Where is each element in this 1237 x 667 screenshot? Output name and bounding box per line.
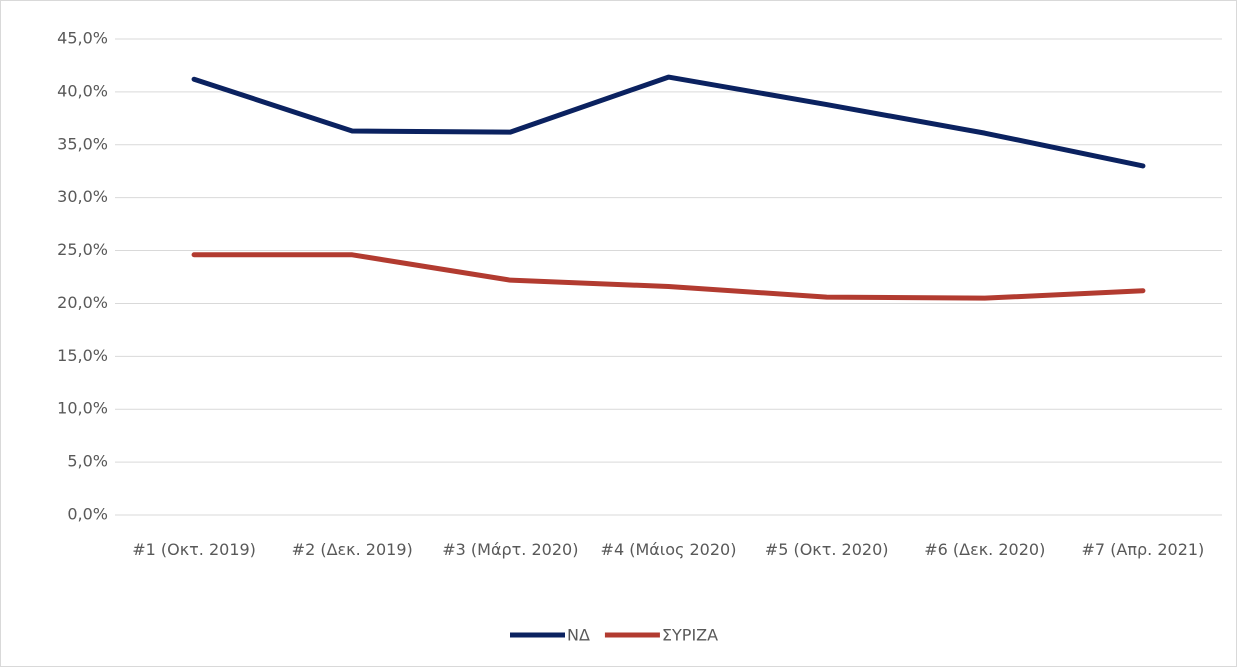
y-tick-label: 10,0% xyxy=(57,399,108,418)
x-tick-label-box: #1 (Οκτ. 2019) xyxy=(132,540,256,559)
y-tick-label: 40,0% xyxy=(57,81,108,100)
y-tick-label: 0,0% xyxy=(67,505,108,524)
x-tick-label-box: #6 (Δεκ. 2020) xyxy=(924,540,1046,559)
legend-label: ΝΔ xyxy=(567,626,590,645)
x-tick-label: #1 (Οκτ. 2019) xyxy=(132,540,256,559)
line xyxy=(191,252,1146,301)
y-tick-label: 30,0% xyxy=(57,187,108,206)
x-tick-label: #2 (Δεκ. 2019) xyxy=(291,540,413,559)
y-tick-label: 15,0% xyxy=(57,346,108,365)
y-tick-label: 35,0% xyxy=(57,134,108,153)
x-tick-label-box: #2 (Δεκ. 2019) xyxy=(291,540,413,559)
x-tick-label: #7 (Απρ. 2021) xyxy=(1081,540,1205,559)
x-tick-label-box: #7 (Απρ. 2021) xyxy=(1081,540,1205,559)
x-tick-label-box: #4 (Μάιος 2020) xyxy=(600,540,737,559)
x-tick-label: #3 (Μάρτ. 2020) xyxy=(442,540,579,559)
line xyxy=(191,74,1146,169)
y-tick-label: 25,0% xyxy=(57,240,108,259)
y-tick-label: 5,0% xyxy=(67,452,108,471)
x-tick-label: #4 (Μάιος 2020) xyxy=(600,540,737,559)
x-tick-label-box: #5 (Οκτ. 2020) xyxy=(764,540,889,559)
x-tick-label: #6 (Δεκ. 2020) xyxy=(924,540,1046,559)
y-tick-label: 45,0% xyxy=(57,29,108,48)
y-tick-label: 20,0% xyxy=(57,293,108,312)
legend-label: ΣΥΡΙΖΑ xyxy=(662,626,718,645)
x-tick-label-box: #3 (Μάρτ. 2020) xyxy=(442,540,579,559)
legend-item: ΝΔ xyxy=(510,626,590,645)
x-tick-label: #5 (Οκτ. 2020) xyxy=(764,540,889,559)
legend-item: ΣΥΡΙΖΑ xyxy=(604,626,718,645)
